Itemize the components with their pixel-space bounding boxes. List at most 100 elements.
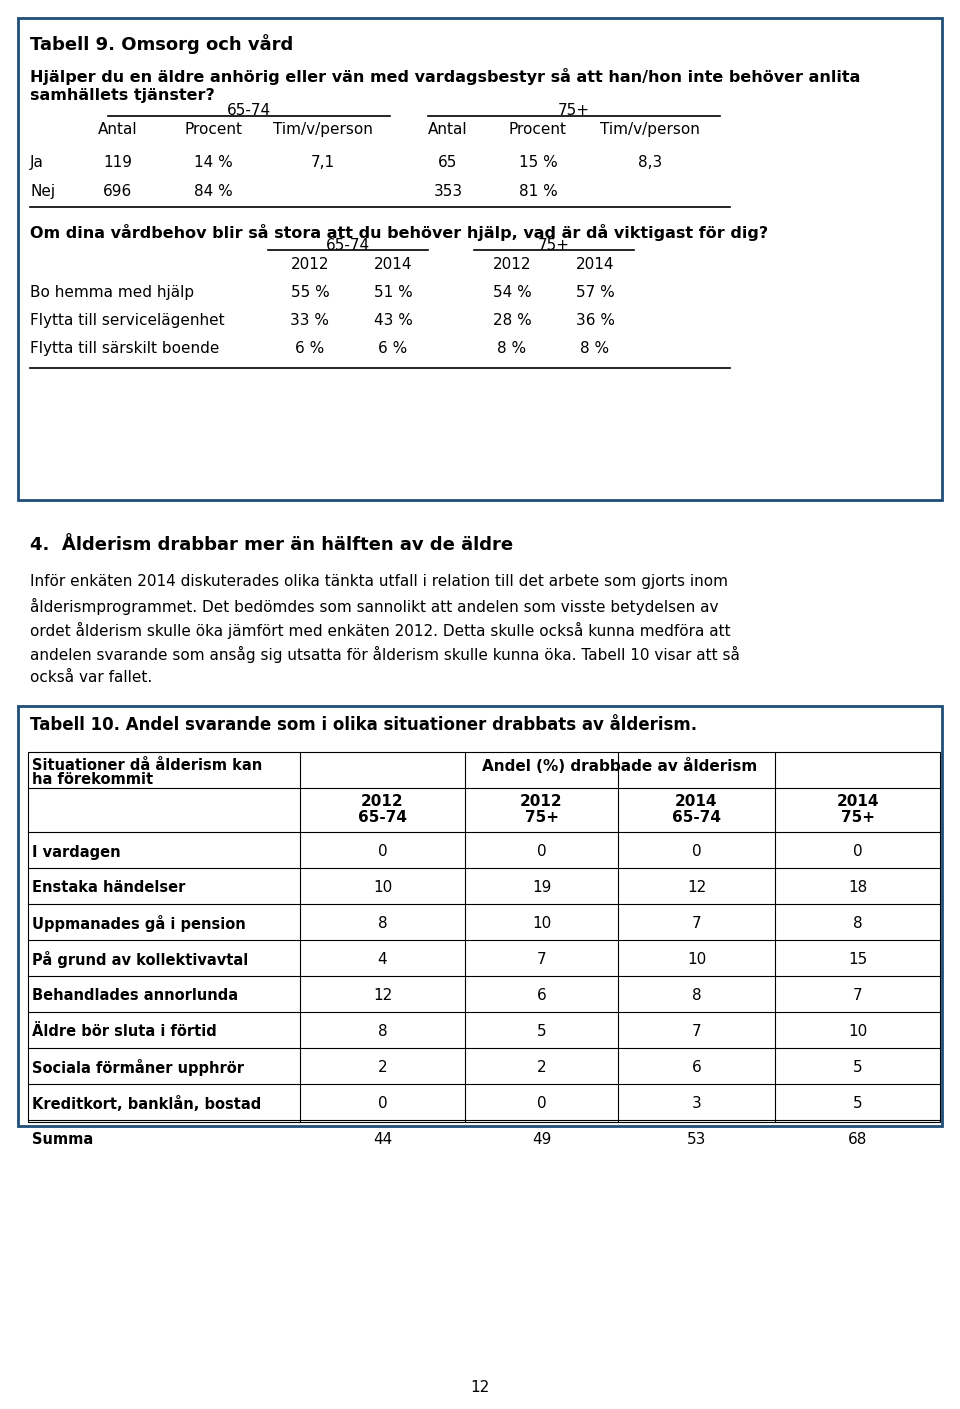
Text: ålderismprogrammet. Det bedömdes som sannolikt att andelen som visste betydelsen: ålderismprogrammet. Det bedömdes som san…: [30, 597, 718, 614]
Text: 57 %: 57 %: [576, 285, 614, 300]
Text: Antal: Antal: [428, 123, 468, 137]
Text: 5: 5: [537, 1024, 546, 1040]
Text: 7,1: 7,1: [311, 155, 335, 170]
Text: 0: 0: [377, 1096, 387, 1112]
Text: 51 %: 51 %: [373, 285, 413, 300]
Text: Bo hemma med hjälp: Bo hemma med hjälp: [30, 285, 194, 300]
Text: 43 %: 43 %: [373, 313, 413, 328]
Text: 10: 10: [848, 1024, 867, 1040]
Text: Sociala förmåner upphrör: Sociala förmåner upphrör: [32, 1060, 244, 1076]
Text: 7: 7: [852, 989, 862, 1003]
Text: Uppmanades gå i pension: Uppmanades gå i pension: [32, 916, 246, 933]
Text: 5: 5: [852, 1061, 862, 1075]
Text: ha förekommit: ha förekommit: [32, 772, 154, 788]
Text: 0: 0: [537, 844, 546, 859]
Text: 65-74: 65-74: [227, 103, 271, 118]
Text: 2014: 2014: [836, 795, 878, 809]
Text: 2014: 2014: [373, 256, 412, 272]
Text: 6 %: 6 %: [378, 341, 408, 356]
Text: 8,3: 8,3: [637, 155, 662, 170]
Text: Andel (%) drabbade av ålderism: Andel (%) drabbade av ålderism: [482, 758, 757, 774]
Text: 75+: 75+: [538, 238, 570, 254]
Text: 18: 18: [848, 881, 867, 896]
Text: 44: 44: [372, 1133, 392, 1147]
Text: Om dina vårdbehov blir så stora att du behöver hjälp, vad är då viktigast för di: Om dina vårdbehov blir så stora att du b…: [30, 224, 768, 241]
Text: Enstaka händelser: Enstaka händelser: [32, 881, 185, 896]
Text: 65: 65: [439, 155, 458, 170]
Text: 19: 19: [532, 881, 551, 896]
Text: 53: 53: [686, 1133, 707, 1147]
Text: 2: 2: [377, 1061, 387, 1075]
Text: Behandlades annorlunda: Behandlades annorlunda: [32, 989, 238, 1003]
Text: På grund av kollektivavtal: På grund av kollektivavtal: [32, 951, 249, 968]
Text: I vardagen: I vardagen: [32, 844, 121, 859]
Text: 28 %: 28 %: [492, 313, 532, 328]
Text: 7: 7: [537, 952, 546, 968]
Text: 8: 8: [852, 916, 862, 931]
Text: Kreditkort, banklån, bostad: Kreditkort, banklån, bostad: [32, 1096, 261, 1112]
Text: 4.  Ålderism drabbar mer än hälften av de äldre: 4. Ålderism drabbar mer än hälften av de…: [30, 535, 514, 554]
Bar: [18, 18, 942, 500]
Text: 5: 5: [852, 1096, 862, 1112]
Text: Flytta till servicelägenhet: Flytta till servicelägenhet: [30, 313, 225, 328]
Text: 15: 15: [848, 952, 867, 968]
Text: 8: 8: [377, 1024, 387, 1040]
Text: 36 %: 36 %: [575, 313, 614, 328]
Text: 33 %: 33 %: [291, 313, 329, 328]
Text: Flytta till särskilt boende: Flytta till särskilt boende: [30, 341, 220, 356]
Text: samhällets tjänster?: samhällets tjänster?: [30, 87, 215, 103]
Text: 0: 0: [692, 844, 702, 859]
Text: 119: 119: [104, 155, 132, 170]
Text: 2014: 2014: [576, 256, 614, 272]
Text: 0: 0: [377, 844, 387, 859]
Text: 2012: 2012: [520, 795, 563, 809]
Text: 10: 10: [372, 881, 392, 896]
Text: ordet ålderism skulle öka jämfört med enkäten 2012. Detta skulle också kunna med: ordet ålderism skulle öka jämfört med en…: [30, 621, 731, 640]
Text: Summa: Summa: [32, 1133, 93, 1147]
Text: 2012: 2012: [361, 795, 404, 809]
Text: 12: 12: [470, 1379, 490, 1395]
Text: 7: 7: [692, 1024, 702, 1040]
Text: Tim/v/person: Tim/v/person: [600, 123, 700, 137]
Text: Procent: Procent: [184, 123, 242, 137]
Text: 75+: 75+: [558, 103, 590, 118]
Text: 6: 6: [691, 1061, 702, 1075]
Text: 2012: 2012: [291, 256, 329, 272]
Text: 8: 8: [377, 916, 387, 931]
Text: 10: 10: [532, 916, 551, 931]
Text: 696: 696: [104, 185, 132, 199]
Text: 49: 49: [532, 1133, 551, 1147]
Text: Hjälper du en äldre anhörig eller vän med vardagsbestyr så att han/hon inte behö: Hjälper du en äldre anhörig eller vän me…: [30, 68, 860, 85]
Text: 14 %: 14 %: [194, 155, 232, 170]
Text: 54 %: 54 %: [492, 285, 532, 300]
Text: 7: 7: [692, 916, 702, 931]
Text: Tabell 9. Omsorg och vård: Tabell 9. Omsorg och vård: [30, 34, 293, 54]
Text: 8 %: 8 %: [497, 341, 527, 356]
Text: 65-74: 65-74: [326, 238, 370, 254]
Text: andelen svarande som ansåg sig utsatta för ålderism skulle kunna öka. Tabell 10 : andelen svarande som ansåg sig utsatta f…: [30, 645, 740, 664]
Text: 12: 12: [686, 881, 707, 896]
Text: 15 %: 15 %: [518, 155, 558, 170]
Text: 12: 12: [372, 989, 392, 1003]
Text: 6 %: 6 %: [296, 341, 324, 356]
Text: Ja: Ja: [30, 155, 44, 170]
Text: 8: 8: [692, 989, 702, 1003]
Text: 75+: 75+: [841, 810, 875, 826]
Text: 8 %: 8 %: [581, 341, 610, 356]
Text: Tabell 10. Andel svarande som i olika situationer drabbats av ålderism.: Tabell 10. Andel svarande som i olika si…: [30, 716, 697, 734]
Text: 55 %: 55 %: [291, 285, 329, 300]
Text: 4: 4: [377, 952, 387, 968]
Text: 65-74: 65-74: [358, 810, 407, 826]
Text: också var fallet.: också var fallet.: [30, 671, 153, 685]
Bar: [28, 752, 940, 1122]
Text: 0: 0: [537, 1096, 546, 1112]
Text: Äldre bör sluta i förtid: Äldre bör sluta i förtid: [32, 1024, 217, 1040]
Text: 84 %: 84 %: [194, 185, 232, 199]
Text: 6: 6: [537, 989, 546, 1003]
Text: Inför enkäten 2014 diskuterades olika tänkta utfall i relation till det arbete s: Inför enkäten 2014 diskuterades olika tä…: [30, 573, 728, 589]
Text: Nej: Nej: [30, 185, 55, 199]
Text: 68: 68: [848, 1133, 867, 1147]
Text: 2: 2: [537, 1061, 546, 1075]
Text: Tim/v/person: Tim/v/person: [273, 123, 372, 137]
Text: 3: 3: [691, 1096, 702, 1112]
